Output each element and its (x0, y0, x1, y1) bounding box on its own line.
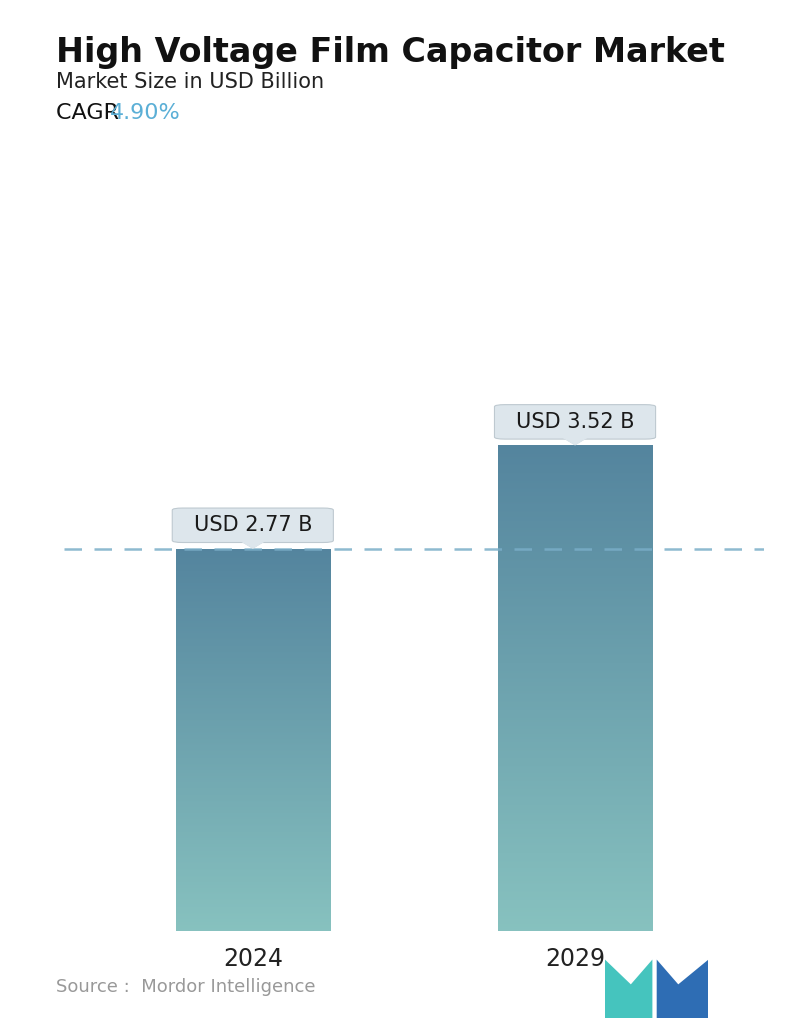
Text: CAGR: CAGR (56, 103, 126, 123)
Polygon shape (605, 960, 653, 1018)
FancyBboxPatch shape (494, 404, 656, 439)
Polygon shape (240, 541, 265, 548)
Text: USD 3.52 B: USD 3.52 B (516, 412, 634, 432)
Text: 4.90%: 4.90% (110, 103, 181, 123)
Text: Source :  Mordor Intelligence: Source : Mordor Intelligence (56, 978, 315, 997)
Text: Market Size in USD Billion: Market Size in USD Billion (56, 72, 324, 92)
Text: USD 2.77 B: USD 2.77 B (193, 515, 312, 536)
Polygon shape (657, 960, 708, 1018)
FancyBboxPatch shape (172, 508, 334, 543)
Polygon shape (563, 437, 587, 445)
Text: High Voltage Film Capacitor Market: High Voltage Film Capacitor Market (56, 36, 724, 69)
